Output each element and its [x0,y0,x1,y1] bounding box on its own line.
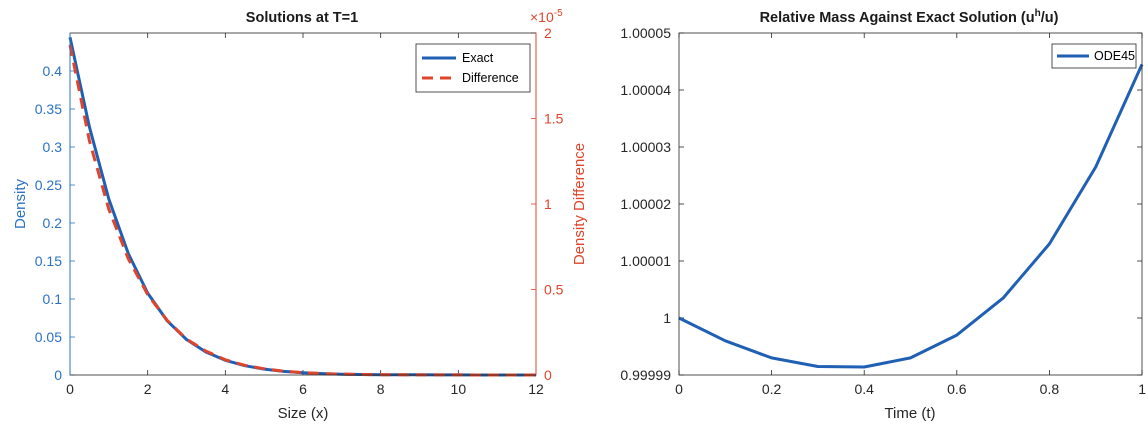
right-y-tick-label: 1.5 [544,111,564,127]
right-chart-title: Relative Mass Against Exact Solution (uh… [760,8,1059,26]
left-y-tick-label: 0.15 [35,253,62,269]
right-y-tick-label: 1.00002 [620,196,671,212]
right-y-tick-label: 0.5 [544,282,564,298]
left-y-tick-label: 0.2 [43,215,63,231]
right-y-tick-label: 1 [663,310,671,326]
left-x-tick-label: 4 [221,381,229,397]
left-y-tick-label: 0 [54,367,62,383]
left-x-tick-label: 2 [144,381,152,397]
right-y-tick-label: 0.99999 [620,367,671,383]
left-y-tick-label: 0.35 [35,101,62,117]
left-y-tick-label: 0.1 [43,291,63,307]
left-x-tick-label: 10 [451,381,467,397]
legend-label-ode45: ODE45 [1094,49,1135,63]
right-y-tick-label: 1 [544,196,552,212]
legend-label-difference: Difference [462,71,519,85]
left-legend-box [415,43,531,93]
right-y-tick-label: 0 [544,367,552,383]
left-y-tick-label: 0.05 [35,329,62,345]
right-plot-frame [678,32,1143,376]
right-y-tick-label: 1.00003 [620,139,671,155]
left-y-tick-label: 0.25 [35,177,62,193]
right-x-tick-label: 0.8 [1040,381,1060,397]
right-x-tick-label: 0.4 [854,381,874,397]
right-y-tick-label: 2 [544,25,552,41]
left-x-axis-label: Size (x) [278,405,329,422]
left-x-tick-label: 12 [528,381,544,397]
right-y-axis-label: Density Difference [571,143,588,265]
right-y-tick-label: 1.00001 [620,253,671,269]
series-line-ode45 [678,63,1144,369]
left-x-tick-label: 6 [299,381,307,397]
right-x-tick-label: 0 [675,381,683,397]
right-y-tick-label: 1.00005 [620,25,671,41]
left-y-axis-label: Density [12,178,29,229]
right-chart: Relative Mass Against Exact Solution (uh… [620,8,1146,422]
left-chart: Solutions at T=1 0 2 4 6 8 10 1200.050.10.150.… [12,8,588,422]
left-chart-title: Solutions at T=1 [246,10,358,26]
left-y-tick-label: 0.4 [43,63,63,79]
right-x-tick-label: 0.6 [947,381,967,397]
right-axis-exponent: ×10-5 [530,8,563,25]
right-x-axis-label: Time (t) [884,405,935,422]
left-x-tick-label: 8 [377,381,385,397]
right-y-tick-label: 1.00004 [620,82,671,98]
left-y-tick-label: 0.3 [43,139,63,155]
right-legend: ODE45 [1051,43,1137,69]
right-legend-box [1051,43,1137,69]
left-x-tick-label: 0 [66,381,74,397]
left-legend: Exact Difference [415,43,531,93]
right-x-tick-label: 0.2 [762,381,782,397]
right-x-tick-label: 1 [1138,381,1146,397]
legend-label-exact: Exact [462,51,494,65]
